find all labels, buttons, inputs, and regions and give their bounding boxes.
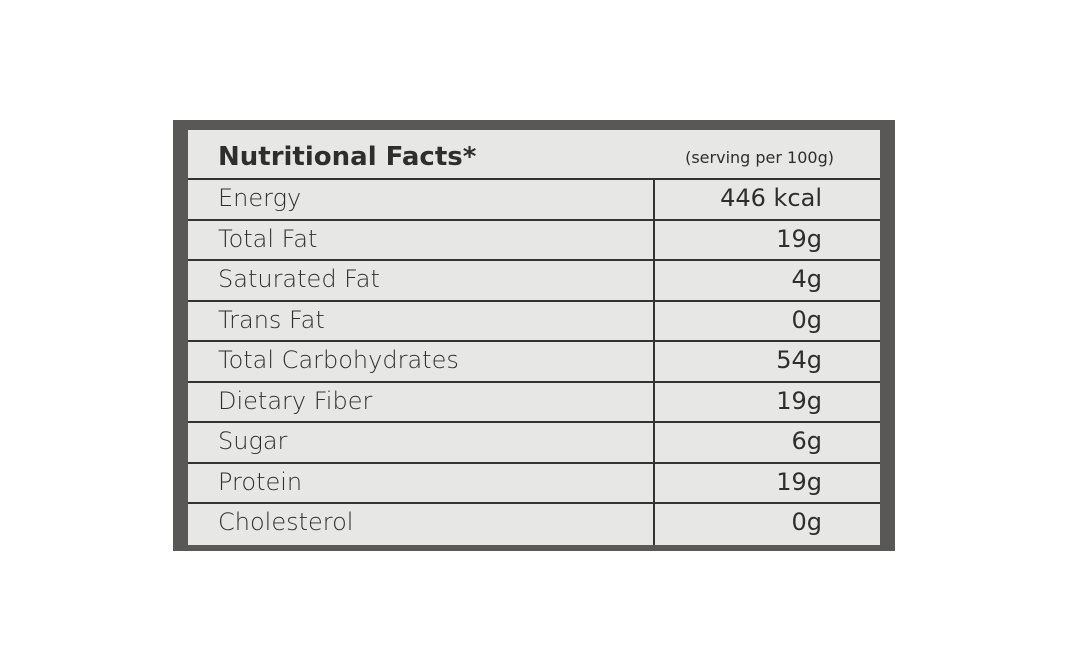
nutrient-amount: 0g xyxy=(791,508,822,536)
header: Nutritional Facts* (serving per 100g) xyxy=(188,130,880,180)
table-row: Trans Fat 0g xyxy=(188,302,880,342)
title: Nutritional Facts* xyxy=(218,142,477,172)
nutrient-name: Protein xyxy=(218,467,303,496)
nutrient-name: Cholesterol xyxy=(218,508,354,536)
table-row: Dietary Fiber 19g xyxy=(188,383,880,423)
table-row: Energy 446 kcal xyxy=(188,180,880,221)
table-row: Total Carbohydrates 54g xyxy=(188,342,880,383)
serving-note: (serving per 100g) xyxy=(685,148,834,167)
nutrient-name: Dietary Fiber xyxy=(218,386,373,415)
nutrient-name: Energy xyxy=(218,184,302,212)
nutrient-amount: 19g xyxy=(776,467,822,496)
table-row: Protein 19g xyxy=(188,464,880,504)
table-row: Cholesterol 0g xyxy=(188,504,880,545)
column-divider xyxy=(653,180,655,545)
nutrient-amount: 6g xyxy=(791,427,822,455)
nutrient-name: Sugar xyxy=(218,427,288,455)
nutrient-name: Total Carbohydrates xyxy=(218,346,459,374)
nutrient-amount: 19g xyxy=(776,224,822,253)
nutrient-amount: 0g xyxy=(791,305,822,334)
nutrient-amount: 446 kcal xyxy=(720,184,822,212)
nutrition-panel: Nutritional Facts* (serving per 100g) En… xyxy=(188,130,880,545)
table-row: Sugar 6g xyxy=(188,423,880,464)
label-frame: Nutritional Facts* (serving per 100g) En… xyxy=(173,120,895,551)
table-row: Saturated Fat 4g xyxy=(188,261,880,302)
nutrient-amount: 19g xyxy=(776,386,822,415)
table-row: Total Fat 19g xyxy=(188,221,880,261)
nutrient-amount: 4g xyxy=(791,265,822,293)
nutrient-name: Trans Fat xyxy=(218,305,325,334)
nutrient-name: Total Fat xyxy=(218,224,318,253)
nutrient-name: Saturated Fat xyxy=(218,265,380,293)
nutrient-amount: 54g xyxy=(776,346,822,374)
